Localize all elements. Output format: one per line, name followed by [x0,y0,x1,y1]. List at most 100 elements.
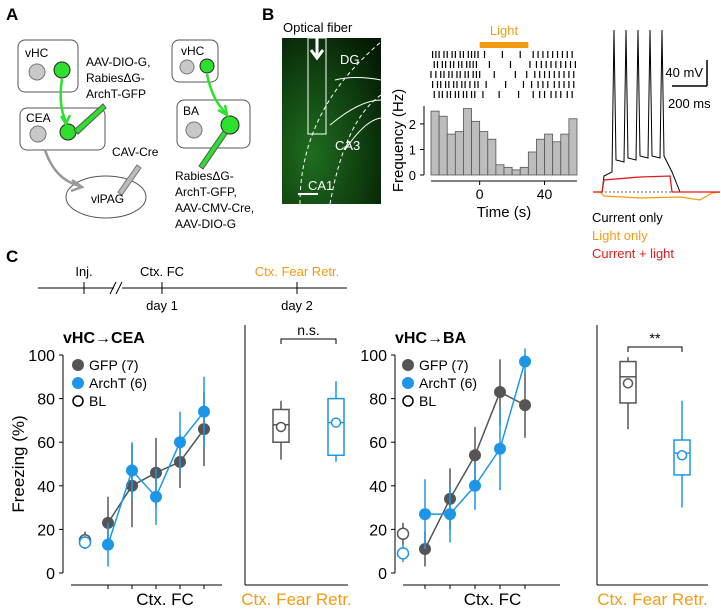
y-tick-label: 60 [369,435,387,452]
bar [479,131,489,176]
trace [593,175,720,193]
trace [593,29,720,193]
legend-label: Current only [592,210,663,225]
scale-label: 200 ms [668,96,711,111]
bar [495,164,505,176]
virus-label: CAV-Cre [112,145,159,159]
y-tick-label: 0 [409,168,416,183]
significance: ** [650,330,661,346]
arrow [217,104,229,118]
x-axis-label: Time (s) [477,204,531,221]
region-label: BA [183,104,199,118]
histology: Optical fiber DG CA3 CA1 [282,19,382,205]
cell [53,61,71,79]
x-tick-label: 40 [537,186,553,202]
point [494,386,506,399]
point [126,464,138,477]
point [174,436,186,449]
x-axis-label: Ctx. Fear Retr. [241,590,352,609]
point [150,490,162,503]
region-label: CA3 [335,138,360,153]
region-label: DG [340,52,360,67]
virus-label: RabiesΔG- [86,71,145,85]
x-axis-label: Ctx. Fear Retr. [597,590,708,609]
y-tick-label: 100 [360,348,387,365]
outline [329,94,382,205]
outline [329,99,382,126]
pipette [198,130,228,170]
point [198,405,210,418]
y-tick-label: 0 [378,566,387,583]
legend-label: ArchT (6) [89,375,147,391]
chart-title: vHC→BA [395,330,467,347]
day-label: day 1 [146,298,178,313]
region-label: CEA [26,111,51,125]
bar [511,169,521,176]
panel-label: A [6,5,18,24]
arrow [70,178,85,193]
arrow [205,73,227,114]
outline [299,41,382,205]
y-tick-label: 2 [409,117,416,132]
legend-label: BL [419,393,436,409]
bar [536,138,545,176]
point [469,479,481,492]
bar [463,108,472,176]
bar [560,133,570,176]
mean [676,450,688,461]
region-label: vHC [181,44,205,58]
panel-label: B [262,5,274,24]
x-axis-label: Ctx. FC [136,590,194,609]
bar [552,141,562,176]
baseline-point [396,527,410,541]
point [102,538,114,551]
legend-marker [402,395,414,407]
scale-label: 40 mV [665,65,703,80]
cell [185,121,203,139]
pipette [117,164,142,196]
y-tick-label: 20 [37,522,55,539]
cell [199,58,215,74]
cell [220,115,240,135]
event-label: Ctx. FC [140,264,184,279]
y-tick-label: 100 [28,348,55,365]
y-tick-label: 0 [46,566,55,583]
mean [330,417,342,428]
bracket [280,338,337,344]
bar [446,133,456,176]
legend-marker [402,377,414,389]
virus-label: AAV-CMV-Cre, [175,201,254,215]
bar [544,133,554,176]
cell [29,125,47,143]
legend-label: Current + light [592,246,674,261]
outline [344,117,382,151]
y-tick-label: 1 [409,142,416,157]
point [469,449,481,462]
bar [527,151,537,176]
image [282,38,381,204]
cell [179,59,195,75]
break [109,281,123,295]
panel-label: C [6,247,18,266]
bar [471,120,481,176]
cell [59,123,77,141]
arrow [43,149,81,188]
legend-marker [72,359,84,371]
virus-label: AAV-DIO-G, [86,55,150,69]
y-axis-label: Frequency (Hz) [390,89,407,192]
bar [519,166,529,176]
y-tick-label: 80 [37,392,55,409]
legend-label: Light only [592,228,648,243]
day-label: day 2 [281,298,313,313]
label-bg [282,19,374,35]
arrow [309,38,325,61]
virus-label: RabiesΔG- [175,169,234,183]
legend-marker [72,377,84,389]
legend-label: GFP (7) [89,357,139,373]
y-tick-label: 80 [369,392,387,409]
virus-label: AAV-DIO-G [175,217,236,231]
x-axis-label: Ctx. FC [464,590,522,609]
bracket [627,346,683,352]
arrow [59,78,68,123]
diagram-a: vHC AAV-DIO-G, RabiesΔG- ArchT-GFP CEA C… [17,39,254,231]
